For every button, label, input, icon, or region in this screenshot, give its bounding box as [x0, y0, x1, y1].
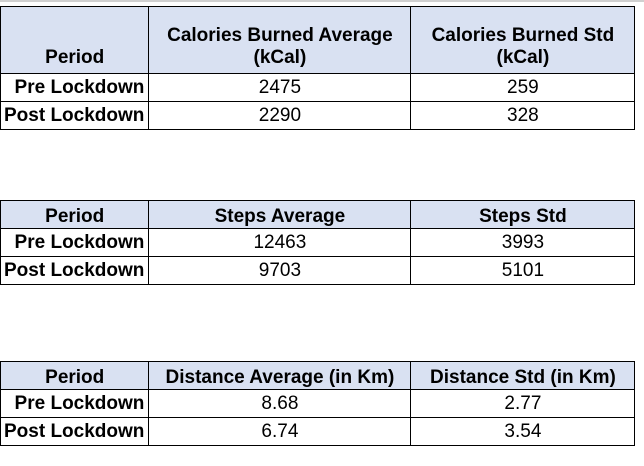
period-cell[interactable]: Pre Lockdown	[0, 73, 150, 102]
table-row: Post Lockdown 2290 328	[0, 101, 636, 130]
calories-average-header[interactable]: Calories Burned Average (kCal)	[148, 6, 412, 74]
std-cell[interactable]: 2.77	[410, 389, 636, 418]
std-cell[interactable]: 259	[410, 73, 636, 102]
distance-std-header[interactable]: Distance Std (in Km)	[410, 361, 636, 390]
distance-table: Period Distance Average (in Km) Distance…	[0, 361, 636, 446]
period-cell[interactable]: Post Lockdown	[0, 101, 150, 130]
sheet-top-edge	[0, 0, 644, 2]
period-cell[interactable]: Post Lockdown	[0, 417, 150, 446]
average-cell[interactable]: 12463	[148, 228, 412, 257]
steps-average-header[interactable]: Steps Average	[148, 200, 412, 229]
period-header[interactable]: Period	[0, 6, 150, 74]
std-cell[interactable]: 3.54	[410, 417, 636, 446]
average-cell[interactable]: 6.74	[148, 417, 412, 446]
average-cell[interactable]: 2290	[148, 101, 412, 130]
steps-table: Period Steps Average Steps Std Pre Lockd…	[0, 200, 636, 285]
table-header-row: Period Distance Average (in Km) Distance…	[0, 361, 636, 390]
table-header-row: Period Steps Average Steps Std	[0, 200, 636, 229]
table-row: Pre Lockdown 2475 259	[0, 73, 636, 102]
distance-average-header[interactable]: Distance Average (in Km)	[148, 361, 412, 390]
steps-std-header[interactable]: Steps Std	[410, 200, 636, 229]
period-cell[interactable]: Pre Lockdown	[0, 389, 150, 418]
calories-std-header[interactable]: Calories Burned Std (kCal)	[410, 6, 636, 74]
period-cell[interactable]: Pre Lockdown	[0, 228, 150, 257]
average-cell[interactable]: 9703	[148, 256, 412, 285]
period-header[interactable]: Period	[0, 361, 150, 390]
table-header-row: Period Calories Burned Average (kCal) Ca…	[0, 6, 636, 74]
table-row: Pre Lockdown 8.68 2.77	[0, 389, 636, 418]
average-cell[interactable]: 2475	[148, 73, 412, 102]
table-row: Pre Lockdown 12463 3993	[0, 228, 636, 257]
table-row: Post Lockdown 9703 5101	[0, 256, 636, 285]
period-cell[interactable]: Post Lockdown	[0, 256, 150, 285]
std-cell[interactable]: 328	[410, 101, 636, 130]
period-header[interactable]: Period	[0, 200, 150, 229]
calories-table: Period Calories Burned Average (kCal) Ca…	[0, 6, 636, 130]
std-cell[interactable]: 5101	[410, 256, 636, 285]
table-row: Post Lockdown 6.74 3.54	[0, 417, 636, 446]
average-cell[interactable]: 8.68	[148, 389, 412, 418]
std-cell[interactable]: 3993	[410, 228, 636, 257]
